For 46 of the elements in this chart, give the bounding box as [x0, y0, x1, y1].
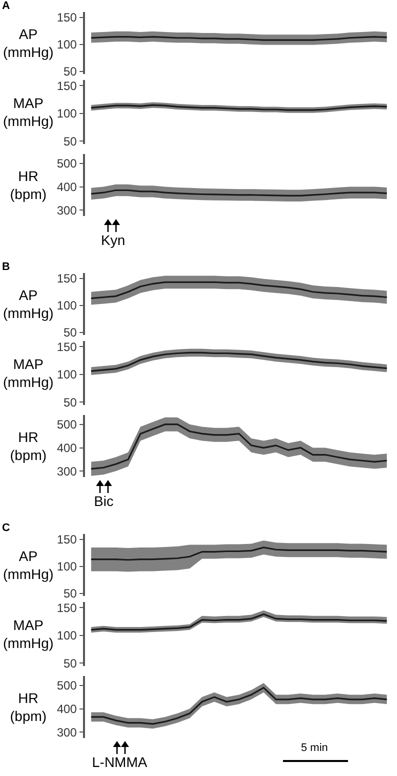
- y-tick-label: 300: [56, 464, 78, 478]
- y-tick-label: 100: [56, 560, 78, 574]
- y-axis-title: HR (bpm): [10, 690, 47, 724]
- text: L-NMMA: [92, 754, 148, 770]
- y-axis-title: MAP (mmHg): [3, 617, 54, 652]
- y-tick-label: 50: [63, 656, 78, 670]
- y-tick-label: 150: [56, 10, 78, 25]
- y-tick-label: 50: [63, 134, 78, 148]
- y-tick-label: 100: [56, 106, 78, 121]
- y-tick-label: 300: [56, 203, 78, 218]
- y-tick-label: 150: [56, 600, 78, 615]
- y-axis-title: HR (bpm): [10, 168, 47, 202]
- y-tick-label: 400: [56, 180, 78, 194]
- y-tick-label: 50: [63, 586, 78, 600]
- y-axis-title: MAP (mmHg): [3, 356, 54, 390]
- y-tick-label: 150: [56, 272, 78, 286]
- y-axis-title: AP (mmHg): [3, 548, 54, 582]
- y-tick-label: 500: [56, 418, 78, 432]
- y-tick-label: 50: [63, 326, 78, 340]
- y-axis-title: AP (mmHg): [3, 26, 54, 60]
- y-axis-title: MAP (mmHg): [3, 95, 54, 130]
- line-series: [90, 546, 388, 561]
- text: Bic: [94, 493, 114, 509]
- y-tick-label: 100: [56, 298, 78, 313]
- text: Kyn: [101, 232, 126, 248]
- y-axis-title: AP (mmHg): [3, 287, 54, 322]
- y-tick-label: 100: [56, 38, 78, 52]
- y-tick-label: 100: [56, 628, 78, 643]
- y-tick-label: 150: [56, 532, 78, 547]
- y-tick-label: 500: [56, 156, 78, 171]
- y-tick-label: 400: [56, 702, 78, 716]
- y-tick-label: 100: [56, 368, 78, 382]
- y-tick-label: 400: [56, 440, 78, 455]
- line-series: [90, 424, 388, 470]
- line-series: [90, 281, 388, 300]
- y-tick-label: 500: [56, 678, 78, 693]
- chart-title: B: [2, 261, 10, 273]
- text: 5 min: [301, 742, 328, 754]
- y-axis-title: HR (bpm): [10, 429, 47, 464]
- y-tick-label: 150: [56, 340, 78, 354]
- y-tick-label: 300: [56, 725, 78, 740]
- y-tick-label: 150: [56, 78, 78, 93]
- chart-title: C: [2, 522, 10, 534]
- y-tick-label: 50: [63, 64, 78, 78]
- y-tick-label: 50: [63, 395, 78, 410]
- chart-title: A: [2, 0, 10, 12]
